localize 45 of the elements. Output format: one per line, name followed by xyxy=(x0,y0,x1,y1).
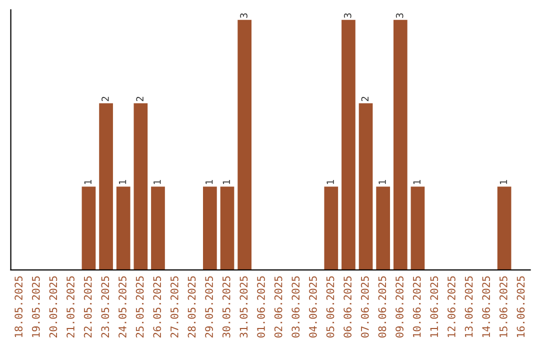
x-tick-label: 22.05.2025 xyxy=(84,276,92,338)
x-tick-label: 01.06.2025 xyxy=(257,276,265,338)
data-label: 1 xyxy=(154,180,161,184)
data-label: 3 xyxy=(240,13,248,18)
x-tick-label: 04.06.2025 xyxy=(309,276,317,338)
x-tick-label: 12.06.2025 xyxy=(448,276,456,337)
x-tick-label: 23.05.2025 xyxy=(101,276,110,338)
x-tick-label: 09.06.2025 xyxy=(396,276,404,338)
x-tick-label: 24.05.2025 xyxy=(118,276,126,338)
data-label: 1 xyxy=(413,180,420,184)
data-label: 1 xyxy=(378,180,386,184)
x-tick-label: 29.05.2025 xyxy=(205,276,213,338)
x-tick-label: 02.06.2025 xyxy=(274,276,282,338)
x-tick-label: 13.06.2025 xyxy=(464,276,473,337)
data-label: 2 xyxy=(136,96,144,102)
x-tick-label: 26.05.2025 xyxy=(153,276,162,338)
x-tick-label: 15.06.2025 xyxy=(499,276,508,337)
x-tick-label: 30.05.2025 xyxy=(222,276,230,338)
data-label: 1 xyxy=(222,180,230,184)
data-label: 1 xyxy=(206,180,213,184)
data-label: 1 xyxy=(326,180,334,184)
x-tick-label: 03.06.2025 xyxy=(292,276,300,338)
x-tick-label: 21.05.2025 xyxy=(66,276,74,338)
x-tick-label: 18.05.2025 xyxy=(14,276,23,337)
x-tick-label: 25.05.2025 xyxy=(136,276,144,338)
x-tick-label: 07.06.2025 xyxy=(360,276,369,338)
data-label: 3 xyxy=(344,13,352,18)
data-label: 1 xyxy=(118,180,126,184)
data-label: 1 xyxy=(500,180,508,184)
x-tick-label: 05.06.2025 xyxy=(326,276,334,338)
x-tick-label: 16.06.2025 xyxy=(516,276,525,337)
x-tick-label: 14.06.2025 xyxy=(482,276,490,337)
x-tick-label: 28.05.2025 xyxy=(188,276,196,338)
data-label: 1 xyxy=(84,180,92,184)
x-tick-label: 08.06.2025 xyxy=(378,276,386,338)
x-tick-label: 11.06.2025 xyxy=(430,276,438,337)
data-label: 3 xyxy=(396,13,404,18)
x-tick-label: 10.06.2025 xyxy=(412,276,421,337)
data-label: 2 xyxy=(102,96,109,102)
x-tick-label: 06.06.2025 xyxy=(344,276,352,338)
x-tick-label: 19.05.2025 xyxy=(32,276,40,337)
x-tick-label: 20.05.2025 xyxy=(49,276,58,338)
x-tick-label: 27.05.2025 xyxy=(170,276,178,338)
data-label: 2 xyxy=(361,96,368,102)
x-tick-label: 31.05.2025 xyxy=(240,276,248,338)
